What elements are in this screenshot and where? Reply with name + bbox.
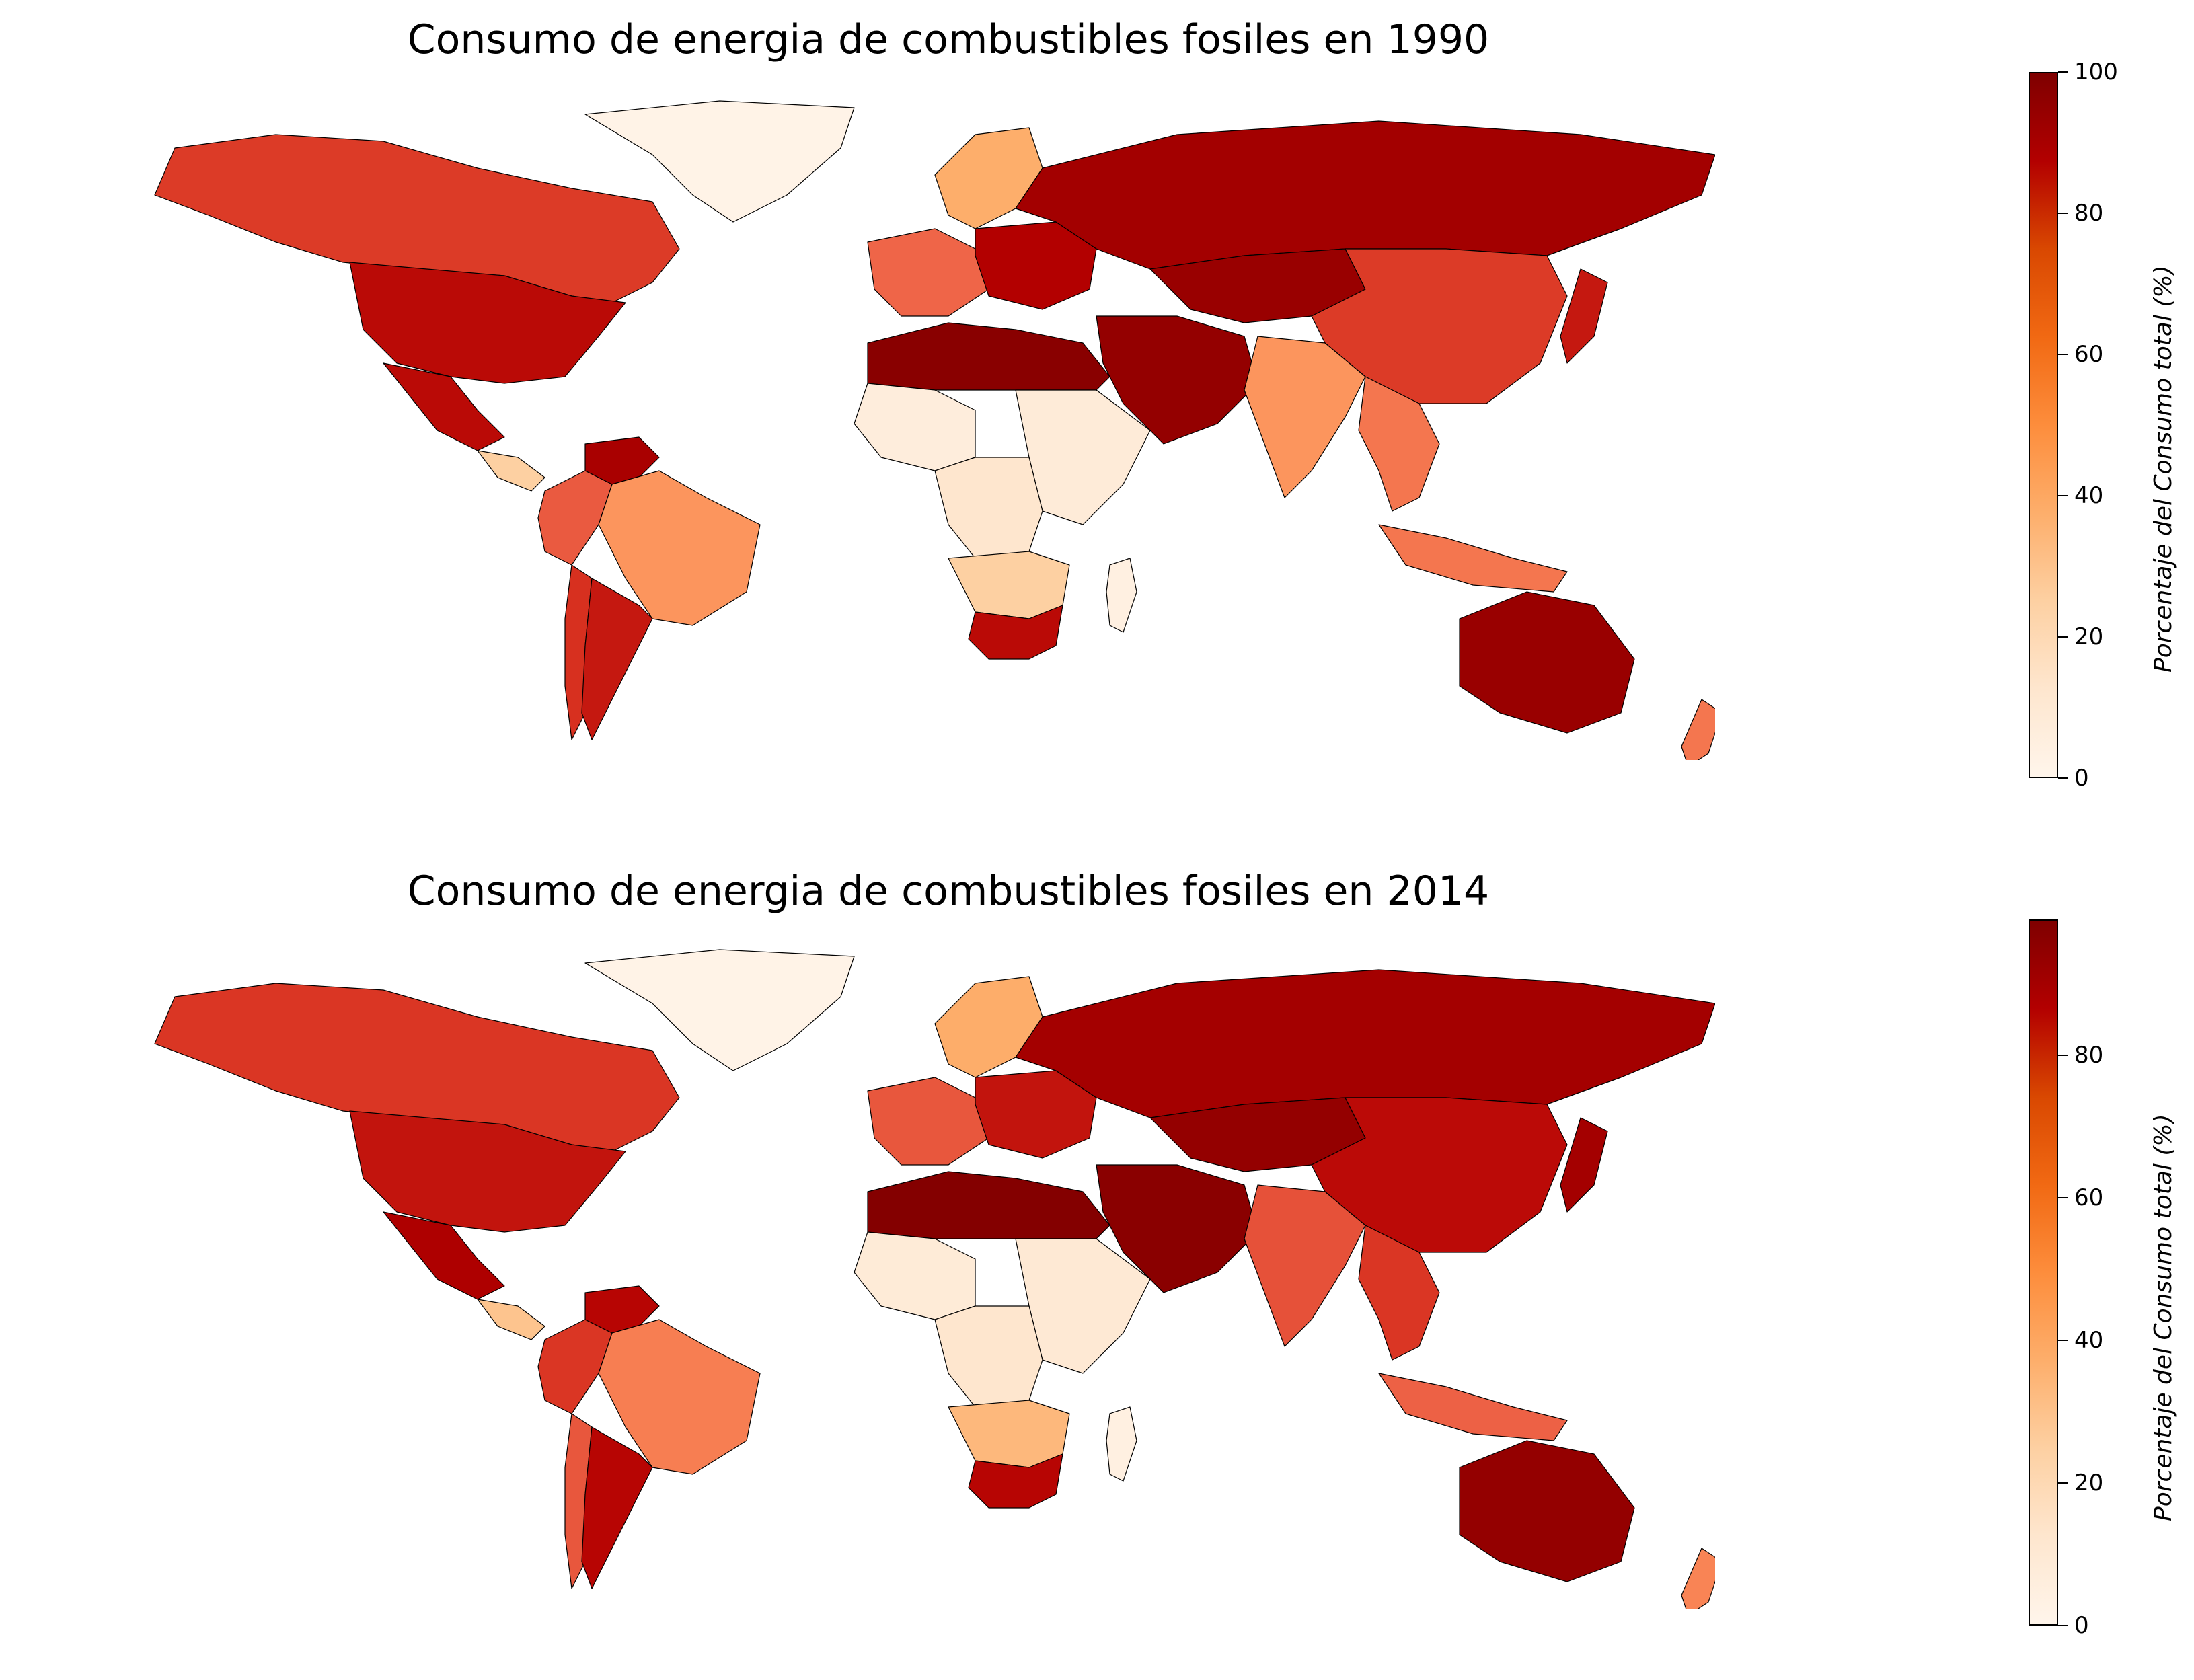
region-south_africa: [968, 1453, 1063, 1509]
colorbar-tick: [2058, 1482, 2068, 1484]
colorbar-tick: [2058, 213, 2068, 214]
colorbar-tick: [2058, 71, 2068, 73]
region-indonesia: [1378, 524, 1568, 593]
colorbar-tick: [2058, 1340, 2068, 1341]
region-north_africa: [867, 322, 1110, 391]
countries-2014: [154, 949, 1715, 1609]
region-australia: [1459, 1440, 1635, 1582]
region-india: [1244, 1184, 1366, 1347]
colorbar-tick-label: 40: [2074, 1327, 2104, 1354]
region-russia: [1015, 969, 1715, 1118]
colorbar-tick: [2058, 636, 2068, 638]
region-new_zealand: [1681, 699, 1715, 760]
region-scandinavia: [934, 976, 1043, 1078]
colorbar-tick: [2058, 1197, 2068, 1198]
map-panel-2014: Consumo de energia de combustibles fosil…: [0, 849, 2194, 1680]
colorbar-tick: [2058, 495, 2068, 496]
colorbar-tick-label: 100: [2074, 59, 2118, 85]
colorbar-tick-label: 20: [2074, 623, 2104, 650]
region-mexico: [383, 362, 505, 451]
region-central_africa: [934, 457, 1043, 559]
region-madagascar: [1106, 558, 1137, 633]
colorbar-tick-label: 40: [2074, 482, 2104, 509]
colorbar-tick: [2058, 1625, 2068, 1626]
world-map-1990: [154, 100, 1715, 760]
region-russia: [1015, 120, 1715, 270]
region-new_zealand: [1681, 1548, 1715, 1609]
colorbar-tick-label: 60: [2074, 1184, 2104, 1211]
colorbar-1990: [2029, 72, 2058, 778]
map-title-2014: Consumo de energia de combustibles fosil…: [407, 868, 1490, 915]
region-brazil: [598, 1319, 761, 1475]
region-central_africa: [934, 1305, 1043, 1408]
colorbar-title-2014: Porcentaje del Consumo total (%): [2150, 1114, 2177, 1521]
region-south_africa: [968, 605, 1063, 660]
region-southern_africa: [948, 551, 1070, 619]
region-australia: [1459, 591, 1635, 734]
world-map-2014: [154, 949, 1715, 1609]
region-north_africa: [867, 1171, 1110, 1239]
countries-1990: [154, 100, 1715, 760]
region-southeast_asia: [1358, 376, 1440, 512]
colorbar-title-1990: Porcentaje del Consumo total (%): [2150, 265, 2177, 673]
region-europe_west: [867, 1077, 989, 1166]
region-india: [1244, 336, 1366, 498]
region-west_africa: [854, 383, 976, 471]
colorbar-2014: [2029, 919, 2058, 1626]
region-usa: [349, 1110, 626, 1233]
region-southeast_asia: [1358, 1225, 1440, 1361]
region-argentina: [581, 578, 653, 740]
region-central_america: [477, 1299, 545, 1340]
region-indonesia: [1378, 1373, 1568, 1441]
colorbar-tick: [2058, 1055, 2068, 1056]
region-central_america: [477, 450, 545, 492]
region-usa: [349, 262, 626, 384]
colorbar-tick-label: 0: [2074, 765, 2089, 792]
colorbar-tick-label: 60: [2074, 341, 2104, 368]
colorbar-tick: [2058, 354, 2068, 355]
region-europe_west: [867, 228, 989, 317]
region-china: [1311, 1097, 1568, 1253]
region-southern_africa: [948, 1400, 1070, 1468]
map-panel-1990: Consumo de energia de combustibles fosil…: [0, 0, 2194, 831]
region-argentina: [581, 1426, 653, 1589]
region-mexico: [383, 1211, 505, 1300]
region-china: [1311, 248, 1568, 404]
colorbar-tick-label: 80: [2074, 1042, 2104, 1069]
colorbar-tick-label: 80: [2074, 200, 2104, 227]
region-madagascar: [1106, 1406, 1137, 1482]
colorbar-tick-label: 20: [2074, 1469, 2104, 1496]
region-japan: [1560, 268, 1608, 364]
colorbar-tick: [2058, 777, 2068, 779]
region-greenland: [584, 100, 855, 223]
map-title-1990: Consumo de energia de combustibles fosil…: [407, 16, 1490, 63]
region-west_africa: [854, 1231, 976, 1320]
region-scandinavia: [934, 127, 1043, 229]
region-greenland: [584, 949, 855, 1071]
colorbar-tick-label: 0: [2074, 1612, 2089, 1639]
region-brazil: [598, 470, 761, 626]
region-japan: [1560, 1117, 1608, 1213]
